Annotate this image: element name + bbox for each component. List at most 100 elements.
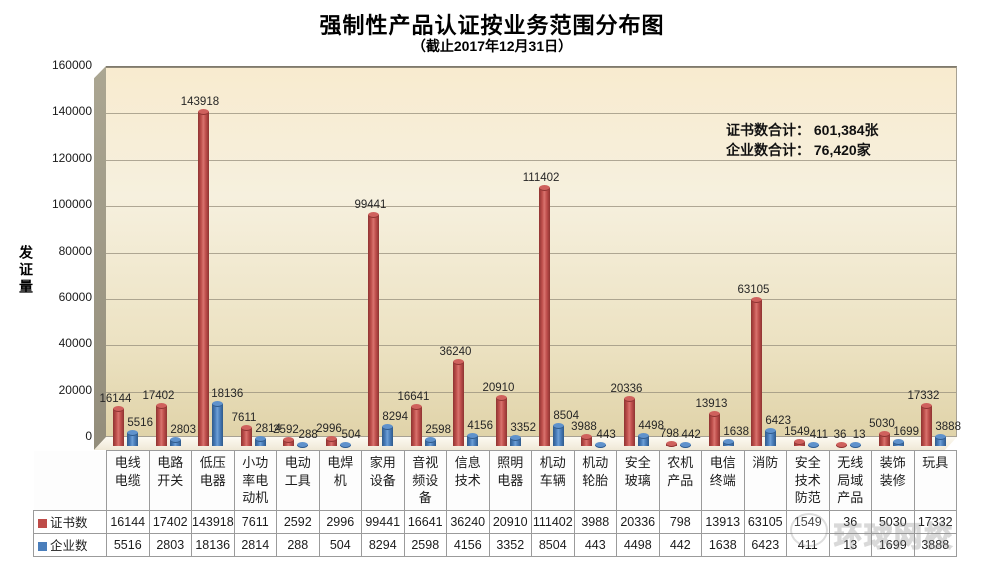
table-value-cell: 442: [658, 532, 702, 557]
bar-body: [170, 440, 181, 446]
bar-cap: [723, 439, 734, 445]
bar-body: [467, 436, 478, 446]
bar-cap: [170, 437, 181, 443]
data-label-企业数-电信终端: 1638: [723, 426, 749, 438]
totals-annotation: 证书数合计： 601,384张 企业数合计： 76,420家: [726, 120, 879, 161]
data-label-企业数-电动工具: 288: [298, 429, 318, 441]
bar-body: [156, 406, 167, 446]
bar-证书数-小功率电动机: [241, 425, 252, 446]
gridline: [106, 113, 956, 115]
y-tick-label: 20000: [58, 382, 92, 397]
table-value-cell: 7611: [233, 509, 277, 534]
gridline: [106, 391, 956, 393]
bar-证书数-照明电器: [496, 395, 507, 446]
bar-cap: [539, 185, 550, 191]
gridline: [106, 298, 956, 300]
bar-证书数-家用设备: [368, 212, 379, 446]
bar-企业数-玩具: [935, 434, 946, 446]
data-label-企业数-安全技术防范: 411: [809, 429, 829, 441]
data-label-企业数-电线电缆: 5516: [127, 417, 153, 429]
bar-企业数-信息技术: [467, 433, 478, 446]
bar-cap: [283, 437, 294, 443]
gridline: [106, 159, 956, 161]
data-label-企业数-机动车辆: 8504: [553, 410, 579, 422]
bar-body: [581, 437, 592, 446]
bar-cap: [382, 424, 393, 430]
category-label: 无线局域产品: [828, 450, 872, 511]
category-label: 机动轮胎: [573, 450, 617, 511]
table-value-cell: 2592: [276, 509, 320, 534]
table-value-cell: 6423: [743, 532, 787, 557]
bar-证书数-电动工具: [283, 437, 294, 446]
category-label: 安全玻璃: [616, 450, 660, 511]
bar-企业数-农机产品: [680, 442, 691, 448]
data-label-证书数-信息技术: 36240: [439, 346, 472, 358]
bar-企业数-安全技术防范: [808, 442, 819, 448]
plot-area: [106, 66, 957, 437]
bar-证书数-电焊机: [326, 436, 337, 446]
bar-企业数-电信终端: [723, 439, 734, 446]
bar-证书数-电信终端: [709, 411, 720, 446]
bar-cap: [127, 430, 138, 436]
bar-cap: [156, 403, 167, 409]
y-tick-label: 60000: [58, 289, 92, 304]
gridline: [106, 67, 956, 68]
table-value-cell: 288: [276, 532, 320, 557]
table-value-cell: 18136: [191, 532, 235, 557]
data-label-企业数-信息技术: 4156: [467, 420, 493, 432]
bar-cap: [297, 442, 308, 448]
bar-cap: [453, 359, 464, 365]
data-label-证书数-机动轮胎: 3988: [571, 421, 597, 433]
bar-body: [425, 440, 436, 446]
bar-cap: [935, 434, 946, 440]
bar-body: [510, 438, 521, 446]
category-label: 电路开关: [148, 450, 192, 511]
table-value-cell: 20336: [616, 509, 660, 534]
table-row-企业数: 企业数 5516 2803 18136 2814 288 504 8294 2598 4156 33…: [33, 532, 957, 557]
table-value-cell: 8504: [531, 532, 575, 557]
bars-layer: 16144 17402 143918 7611 2592 2996 99441 16641 36…: [99, 66, 961, 448]
y-tick-label: 140000: [51, 104, 92, 119]
chart-subtitle: （截止2017年12月31日）: [411, 38, 573, 54]
legend-swatch-icon: [38, 519, 47, 529]
bar-body: [879, 434, 890, 446]
chart-title: 强制性产品认证按业务范围分布图: [319, 13, 665, 38]
data-label-证书数-小功率电动机: 7611: [231, 412, 257, 424]
bar-body: [255, 439, 266, 446]
table-value-cell: 5030: [871, 509, 915, 534]
bar-cap: [581, 434, 592, 440]
table-value-cell: 3352: [488, 532, 532, 557]
bar-证书数-机动轮胎: [581, 434, 592, 446]
data-label-证书数-电线电缆: 16144: [99, 393, 132, 405]
category-label: 低压电器: [191, 450, 235, 511]
bar-企业数-家用设备: [382, 424, 393, 446]
table-value-cell: 5516: [106, 532, 150, 557]
bar-证书数-装饰装修: [879, 431, 890, 446]
table-value-cell: 4498: [616, 532, 660, 557]
bar-企业数-照明电器: [510, 435, 521, 446]
category-label: 安全技术防范: [786, 450, 830, 511]
legend-swatch-icon: [38, 542, 47, 552]
legend-cell-证书数: 证书数: [33, 509, 107, 534]
data-label-企业数-农机产品: 442: [681, 429, 701, 441]
bar-cap: [411, 404, 422, 410]
bar-body: [198, 112, 209, 446]
bar-cap: [709, 411, 720, 417]
table-value-cell: 2996: [318, 509, 362, 534]
bar-cap: [241, 425, 252, 431]
bar-cap: [624, 396, 635, 402]
data-label-企业数-小功率电动机: 2814: [255, 423, 281, 435]
bar-body: [212, 404, 223, 446]
bar-cap: [255, 436, 266, 442]
category-label: 信息技术: [446, 450, 490, 511]
bar-证书数-电线电缆: [113, 406, 124, 446]
data-label-证书数-消防: 63105: [737, 284, 770, 296]
bar-body: [709, 414, 720, 446]
bar-企业数-音视频设备: [425, 437, 436, 446]
data-label-证书数-安全玻璃: 20336: [610, 383, 643, 395]
data-label-证书数-家用设备: 99441: [354, 199, 387, 211]
bar-企业数-无线局域产品: [850, 442, 861, 448]
data-label-证书数-安全技术防范: 1549: [784, 426, 810, 438]
bar-证书数-安全技术防范: [794, 439, 805, 446]
